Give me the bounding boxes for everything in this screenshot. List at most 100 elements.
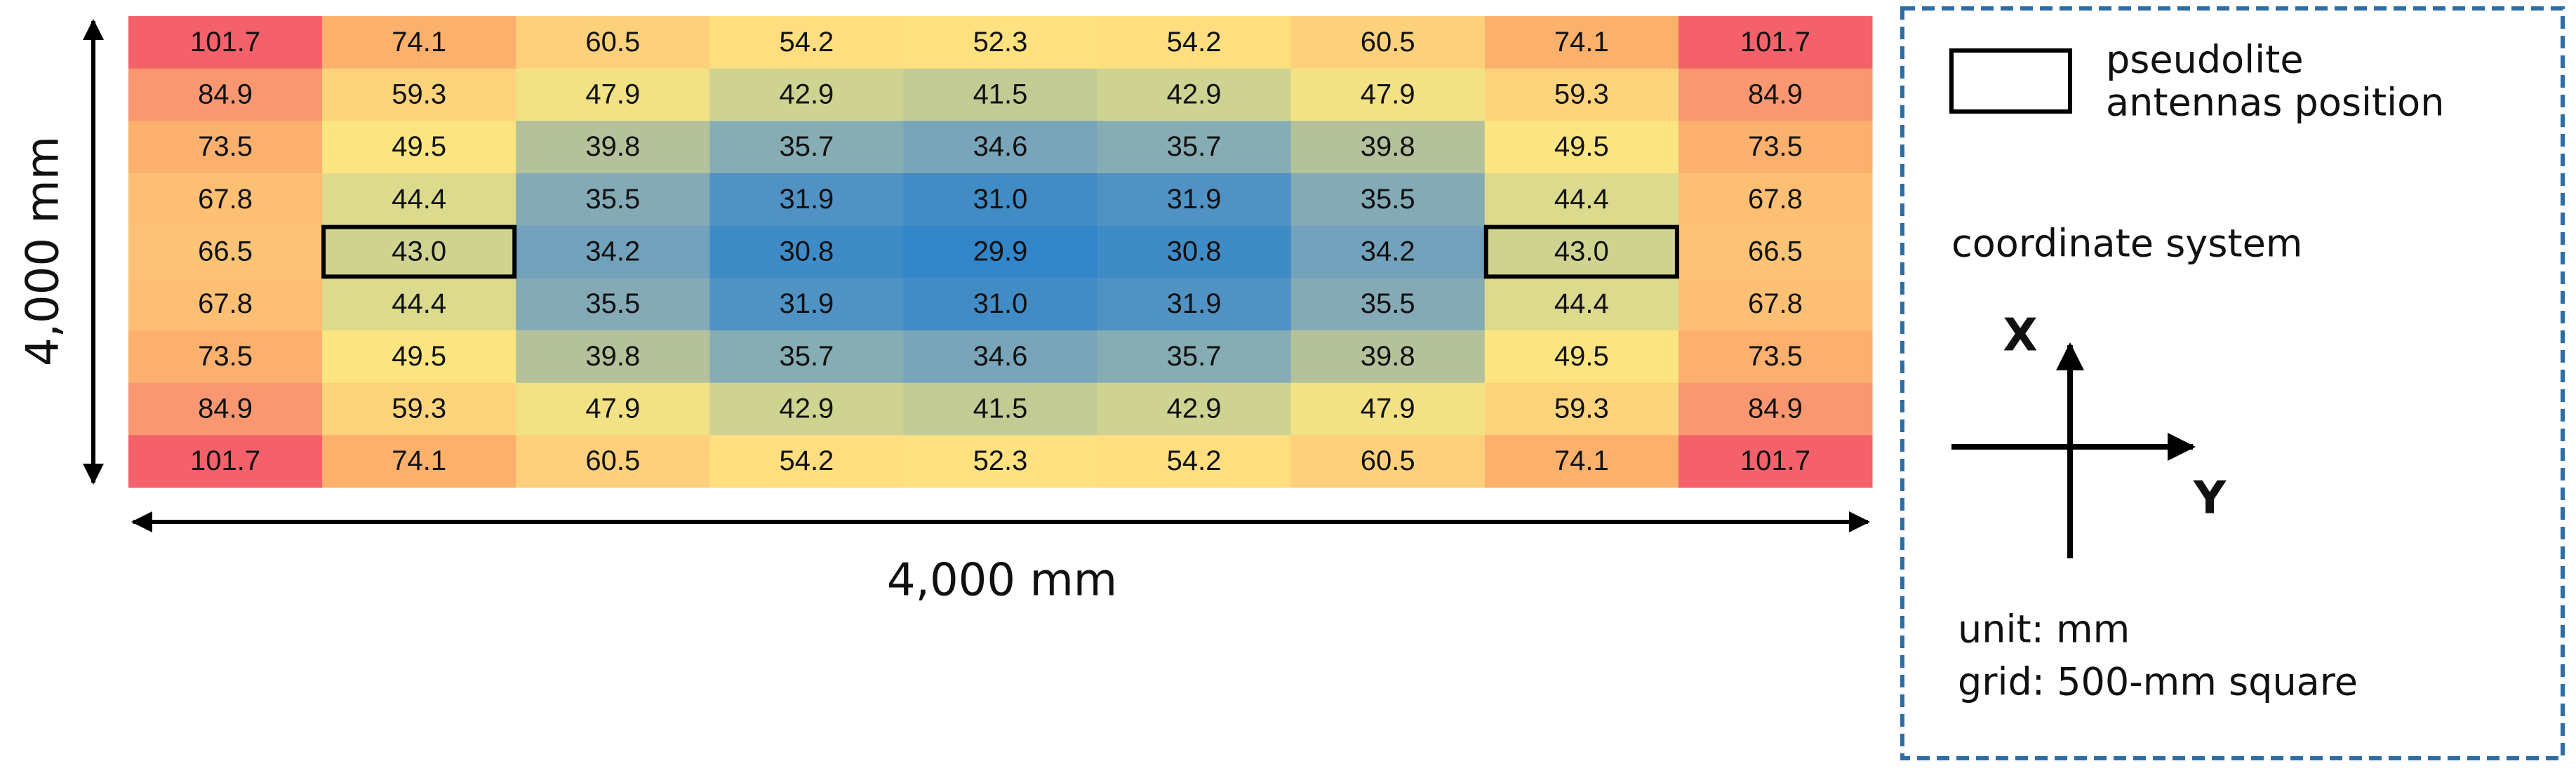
y-axis-label: Y: [2193, 473, 2227, 525]
heatmap-cell: [1290, 121, 1486, 174]
cell-value: 42.9: [1167, 79, 1222, 110]
heatmap-cell: [322, 435, 516, 488]
heatmap-cell: [1678, 173, 1873, 227]
cell-value: 31.0: [973, 184, 1028, 215]
heatmap-cell: [322, 278, 516, 331]
cell-value: 39.8: [1361, 341, 1415, 372]
heatmap-cell: [1097, 121, 1292, 174]
cell-value: 101.7: [190, 445, 260, 476]
heatmap-cell: [709, 330, 904, 384]
heatmap-cell: [128, 330, 323, 384]
heatmap-cell: [128, 16, 323, 69]
cell-value: 30.8: [1167, 236, 1222, 267]
cell-value: 47.9: [585, 394, 640, 424]
cell-value: 52.3: [973, 27, 1028, 58]
heatmap-cell: [903, 225, 1098, 278]
heatmap-cell: [1290, 435, 1486, 488]
heatmap-cell: [1290, 68, 1486, 121]
heatmap-cell: [903, 278, 1098, 331]
heatmap-cell: [1290, 16, 1486, 69]
cell-value: 41.5: [973, 79, 1028, 110]
cell-value: 31.9: [779, 184, 834, 215]
cell-value: 34.6: [973, 131, 1028, 162]
cell-value: 67.8: [198, 288, 253, 319]
cell-value: 49.5: [1554, 131, 1609, 162]
cell-value: 39.8: [585, 131, 640, 162]
heatmap-cell: [1097, 435, 1292, 488]
cell-value: 35.5: [585, 288, 640, 319]
cell-value: 44.4: [1554, 184, 1609, 215]
cell-value: 47.9: [585, 79, 640, 110]
heatmap-cell: [1097, 225, 1292, 278]
cell-value: 67.8: [1748, 288, 1803, 319]
heatmap-cell: [709, 173, 904, 227]
heatmap-cell: [1097, 173, 1292, 227]
cell-value: 43.0: [392, 236, 446, 267]
cell-value: 67.8: [198, 184, 253, 215]
heatmap-cell: [1290, 173, 1486, 227]
cell-value: 35.5: [1361, 288, 1415, 319]
heatmap-cell: [322, 225, 516, 278]
cell-value: 66.5: [1748, 236, 1803, 267]
height-label: 4,000 mm: [18, 136, 69, 366]
heatmap-cell: [322, 16, 516, 69]
cell-value: 29.9: [973, 236, 1028, 267]
heatmap-cell: [1484, 16, 1679, 69]
antenna-position: [321, 224, 517, 279]
cell-value: 44.4: [392, 184, 446, 215]
cell-value: 59.3: [1554, 79, 1609, 110]
cell-value: 67.8: [1748, 184, 1803, 215]
cell-value: 101.7: [190, 27, 260, 58]
heatmap-cell: [709, 68, 904, 121]
heatmap-cell: [516, 225, 710, 278]
cell-value: 54.2: [779, 27, 834, 58]
cell-value: 42.9: [779, 394, 834, 424]
cell-value: 41.5: [973, 394, 1028, 424]
cell-value: 101.7: [1740, 27, 1810, 58]
cell-value: 84.9: [198, 394, 253, 424]
heatmap-cell: [1484, 173, 1679, 227]
heatmap-cell: [1484, 121, 1679, 174]
heatmap-cell: [903, 68, 1098, 121]
heatmap-cell: [709, 435, 904, 488]
cell-value: 73.5: [1748, 131, 1803, 162]
cell-value: 54.2: [1167, 27, 1222, 58]
heatmap-cell: [516, 68, 710, 121]
heatmap-cell: [1678, 121, 1873, 174]
cell-value: 66.5: [198, 236, 253, 267]
width-label: 4,000 mm: [887, 555, 1117, 607]
heatmap-cell: [516, 16, 710, 69]
heatmap-cell: [1097, 278, 1292, 331]
cell-value: 42.9: [1167, 394, 1222, 424]
heatmap-cell: [1290, 225, 1486, 278]
x-axis-label: X: [2003, 310, 2037, 362]
legend-box: [1900, 6, 2565, 760]
heatmap-cell: [1290, 330, 1486, 384]
cell-value: 35.7: [1167, 131, 1222, 162]
heatmap-cell: [1097, 16, 1292, 69]
heatmap-cell: [903, 382, 1098, 436]
cell-value: 31.9: [1167, 288, 1222, 319]
heatmap-cell: [516, 435, 710, 488]
cell-value: 59.3: [392, 394, 446, 424]
heatmap-cell: [1484, 382, 1679, 436]
cell-value: 84.9: [1748, 79, 1803, 110]
cell-value: 84.9: [1748, 394, 1803, 424]
cell-value: 34.2: [585, 236, 640, 267]
cell-value: 47.9: [1361, 79, 1415, 110]
cell-value: 73.5: [1748, 341, 1803, 372]
cell-value: 47.9: [1361, 394, 1415, 424]
cell-value: 73.5: [198, 341, 253, 372]
cell-value: 54.2: [1167, 445, 1222, 476]
heatmap-cell: [1484, 435, 1679, 488]
heatmap-cell: [1290, 382, 1486, 436]
heatmap-cell: [1678, 330, 1873, 384]
cell-value: 31.9: [1167, 184, 1222, 215]
cell-value: 74.1: [392, 27, 446, 58]
heatmap-cell: [709, 278, 904, 331]
heatmap-cell: [1290, 278, 1486, 331]
cell-value: 35.7: [779, 131, 834, 162]
heatmap-cell: [709, 225, 904, 278]
antenna-position: [1483, 224, 1679, 279]
cell-value: 44.4: [392, 288, 446, 319]
